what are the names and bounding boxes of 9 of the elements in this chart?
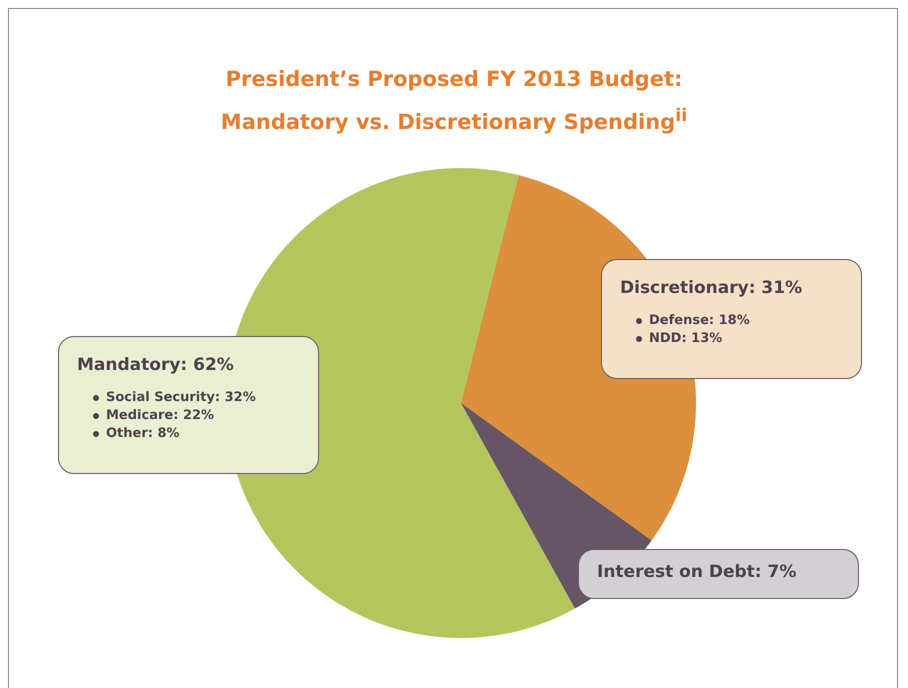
slice-label: Mandatory: 62% [77, 355, 235, 375]
chart-title: President’s Proposed FY 2013 Budget: Mandatory vs. Discretionary Spending$^{ii}$ [220, 66, 688, 136]
slice-label: Discretionary: 31% [620, 278, 804, 298]
text: Defense: 18% [649, 313, 750, 328]
text: Medicare: 22% [106, 408, 214, 423]
text: Other: 8% [106, 426, 180, 441]
text: NDD: 13% [649, 331, 722, 346]
slice-label: Interest on Debt: 7% [597, 562, 798, 582]
text: Social Security: 32% [106, 390, 256, 405]
